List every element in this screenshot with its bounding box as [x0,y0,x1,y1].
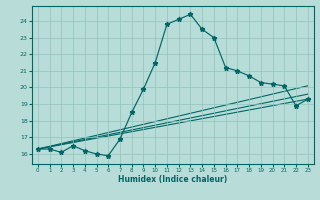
X-axis label: Humidex (Indice chaleur): Humidex (Indice chaleur) [118,175,228,184]
